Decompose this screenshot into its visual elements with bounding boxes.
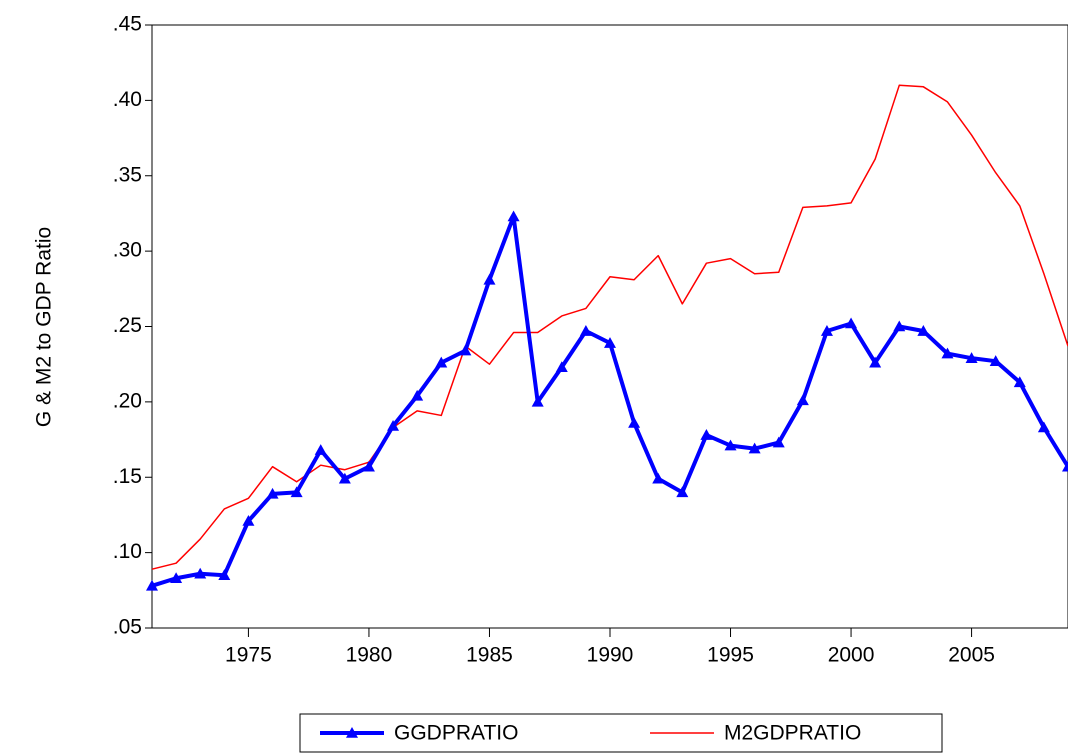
data-point [218, 569, 231, 581]
data-point [579, 325, 592, 336]
y-tick-label: .45 [113, 13, 142, 36]
y-tick-label: .10 [113, 540, 142, 563]
data-point [724, 439, 737, 451]
data-point [338, 472, 351, 484]
data-point [676, 486, 689, 498]
data-point [820, 325, 833, 336]
legend-box [299, 713, 943, 753]
data-point [604, 337, 616, 348]
data-point [1062, 460, 1068, 472]
x-tick-label: 2005 [948, 644, 995, 667]
series-line [151, 214, 1068, 588]
data-point [700, 429, 713, 440]
x-tick-label: 1980 [346, 644, 393, 667]
data-point [507, 210, 520, 222]
data-point [459, 344, 472, 356]
data-point [483, 273, 496, 285]
data-point [1037, 421, 1050, 433]
x-tick-label: 1975 [225, 644, 272, 667]
y-tick-label: .20 [113, 389, 142, 412]
data-point [917, 325, 930, 336]
data-point [796, 394, 809, 406]
data-point [362, 460, 375, 472]
data-point [555, 361, 568, 373]
data-point [387, 419, 400, 431]
legend: GGDPRATIO M2GDPRATIO [299, 713, 943, 753]
series-line [151, 84, 1068, 570]
data-point [1013, 376, 1026, 388]
x-tick-label: 2000 [828, 644, 875, 667]
data-point [531, 395, 544, 407]
y-tick-label: .40 [113, 88, 142, 111]
data-point [772, 436, 785, 448]
x-tick-label: 1995 [707, 644, 754, 667]
data-point [845, 317, 858, 329]
data-point [869, 356, 882, 368]
data-point [965, 352, 978, 363]
x-tick-label: 1985 [466, 644, 513, 667]
x-tick-label: 1990 [587, 644, 634, 667]
data-point [290, 486, 303, 498]
data-point [941, 347, 954, 359]
y-tick-label: .30 [113, 239, 142, 262]
data-point [893, 320, 906, 332]
data-point [170, 572, 183, 584]
y-tick-label: .25 [113, 314, 142, 337]
data-point [628, 416, 641, 428]
data-point [146, 579, 158, 591]
plot-frame [151, 24, 1068, 629]
y-axis-label: G & M2 to GDP Ratio [33, 227, 56, 427]
data-point [435, 356, 448, 368]
legend-label: GGDPRATIO [394, 722, 518, 745]
legend-marker [346, 727, 358, 738]
data-point [989, 355, 1002, 366]
data-point [242, 514, 255, 526]
legend-label: M2GDPRATIO [724, 722, 861, 745]
y-tick-label: .35 [113, 163, 142, 186]
data-point [194, 567, 207, 579]
data-point [652, 472, 665, 484]
data-point [411, 389, 424, 401]
y-tick-label: .05 [113, 616, 142, 639]
y-tick-label: .15 [113, 465, 142, 488]
data-point [748, 442, 761, 454]
data-point [266, 487, 279, 499]
data-point [314, 444, 327, 455]
